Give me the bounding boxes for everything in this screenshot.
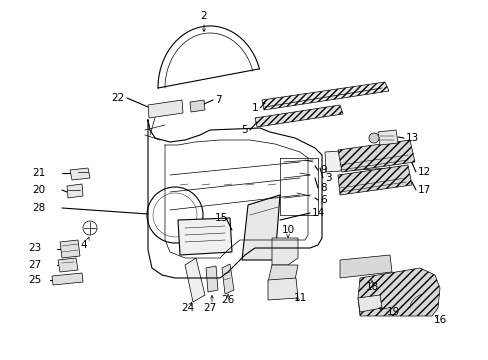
Text: 15: 15 (214, 213, 227, 223)
Polygon shape (67, 184, 83, 198)
Polygon shape (271, 238, 297, 265)
Text: 24: 24 (181, 303, 194, 313)
Polygon shape (337, 140, 414, 172)
Polygon shape (337, 165, 411, 195)
Text: 27: 27 (28, 260, 41, 270)
Text: 13: 13 (405, 133, 418, 143)
Text: 7: 7 (215, 95, 221, 105)
Text: 25: 25 (28, 275, 41, 285)
Polygon shape (52, 273, 83, 285)
Polygon shape (190, 100, 204, 112)
Polygon shape (148, 100, 183, 118)
Polygon shape (325, 148, 389, 172)
Text: 5: 5 (241, 125, 247, 135)
Polygon shape (267, 265, 297, 282)
Text: 12: 12 (417, 167, 430, 177)
Polygon shape (222, 264, 234, 294)
Text: 28: 28 (32, 203, 45, 213)
Text: 10: 10 (281, 225, 294, 235)
Polygon shape (339, 255, 391, 278)
Text: 18: 18 (365, 282, 378, 292)
Text: 1: 1 (251, 103, 258, 113)
Polygon shape (60, 240, 80, 258)
Polygon shape (58, 258, 78, 272)
Text: 8: 8 (319, 183, 326, 193)
Text: 27: 27 (203, 303, 216, 313)
Text: 2: 2 (200, 11, 207, 21)
Text: 14: 14 (311, 208, 325, 218)
Polygon shape (377, 130, 397, 145)
Text: 17: 17 (417, 185, 430, 195)
Text: 19: 19 (386, 307, 399, 317)
Text: 20: 20 (32, 185, 45, 195)
Text: 11: 11 (293, 293, 306, 303)
Text: 9: 9 (319, 165, 326, 175)
Circle shape (368, 133, 378, 143)
Polygon shape (357, 268, 439, 316)
Text: 4: 4 (81, 240, 87, 250)
Text: 22: 22 (112, 93, 125, 103)
Polygon shape (205, 266, 218, 292)
Polygon shape (254, 105, 342, 127)
Text: 3: 3 (325, 173, 331, 183)
Polygon shape (178, 218, 231, 255)
Text: 16: 16 (432, 315, 446, 325)
Text: 6: 6 (319, 195, 326, 205)
Text: 21: 21 (32, 168, 45, 178)
Polygon shape (357, 295, 381, 312)
Polygon shape (184, 258, 204, 302)
Polygon shape (242, 195, 280, 260)
Polygon shape (70, 168, 90, 180)
Text: 26: 26 (221, 295, 234, 305)
Text: 23: 23 (28, 243, 41, 253)
Polygon shape (267, 278, 297, 300)
Polygon shape (262, 82, 388, 110)
